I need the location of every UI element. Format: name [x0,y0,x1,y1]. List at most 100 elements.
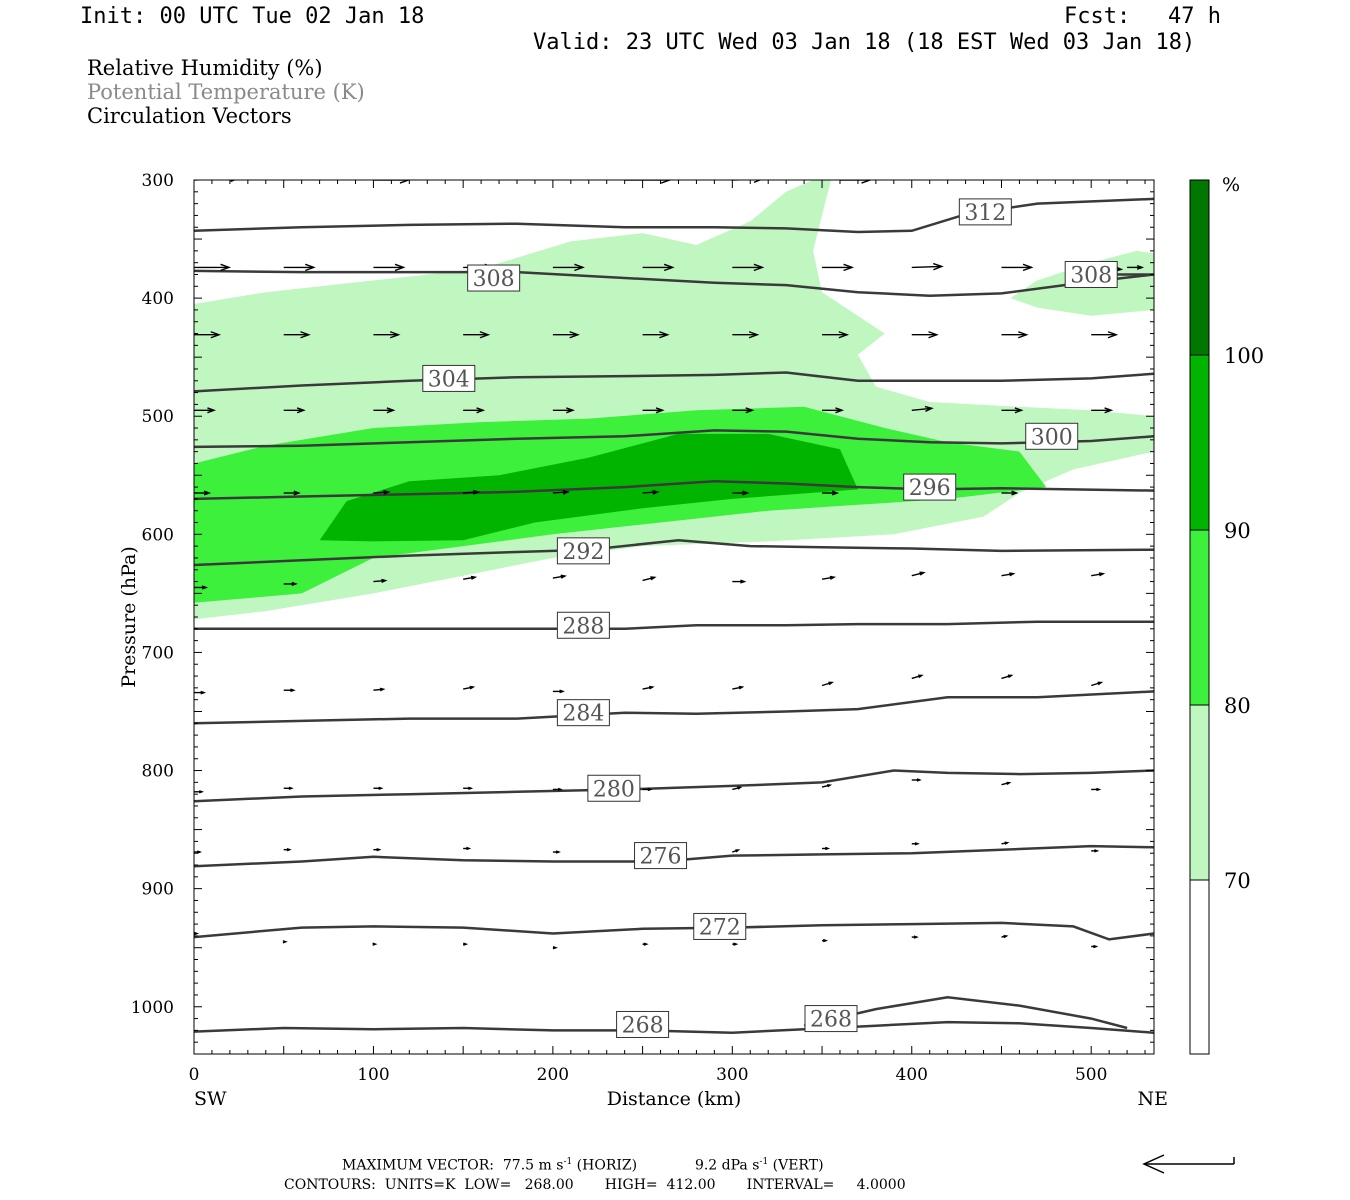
circulation-vector [732,786,743,791]
y-axis-title: Pressure (hPa) [118,546,140,688]
y-tick-label: 1000 [131,998,174,1018]
legend-circulation-vectors: Circulation Vectors [87,104,292,128]
circulation-vector [732,579,747,584]
circulation-vector [839,180,873,184]
circulation-vector [373,847,382,852]
circulation-vector [1001,934,1009,939]
circulation-vector [283,847,292,852]
max-vector-label: MAXIMUM VECTOR: [342,1157,494,1174]
circulation-vector [1001,331,1029,339]
circulation-vector [194,407,217,414]
circulation-vector [821,784,833,788]
theta-contour-272 [194,921,1154,941]
svg-text:292: 292 [562,540,604,565]
theta-label-268: 268 [616,1010,670,1038]
colorbar-band-below-70 [1189,879,1210,1055]
circulation-vector [373,489,391,495]
theta-label-layer: 268 268 272 276 280 284 288 292 296 300 304 308 308 3… [422,198,1118,1038]
init-time: Init: 00 UTC Tue 02 Jan 18 [80,4,425,29]
circulation-vector [1001,490,1019,496]
circulation-vector [463,407,486,414]
contours-info-line: CONTOURS: UNITS=K LOW= 268.00 HIGH= 412.… [284,1177,906,1193]
circulation-vector [463,575,478,580]
circulation-vector [911,778,922,782]
max-vector-horiz-exp: -1 [563,1157,573,1167]
max-vector-vert-exp: -1 [759,1157,769,1167]
circulation-vector [1001,781,1012,786]
circulation-vector [552,689,565,694]
circulation-vector [373,687,386,692]
circulation-vector [1091,572,1106,577]
colorbar-band-70 [1189,704,1210,881]
x-right-label: NE [1138,1088,1169,1110]
svg-text:268: 268 [810,1008,852,1033]
circulation-vector [732,849,741,853]
svg-text:280: 280 [593,777,635,802]
circulation-vector [373,578,388,583]
circulation-vector [1091,407,1114,414]
theta-contour-268 [803,996,1128,1030]
circulation-vector [1001,841,1010,845]
valid-time: Valid: 23 UTC Wed 03 Jan 18 (18 EST Wed … [533,30,1196,55]
circulation-vector [732,331,760,339]
theta-label-268: 268 [804,1005,858,1033]
theta-contour-276 [194,844,1154,868]
circulation-vector [732,942,739,946]
y-tick-label: 600 [142,525,174,545]
max-vector-vert: 9.2 dPa s [694,1157,760,1174]
circulation-vector [1001,674,1014,680]
colorbar-label: 70 [1224,869,1251,893]
circulation-vector [911,331,939,339]
colorbar-label: 100 [1224,344,1264,368]
circulation-vector [283,331,311,339]
circulation-vector [642,489,660,495]
y-tick-label: 300 [142,171,174,191]
forecast-hour-label: Fcst: [1064,4,1131,29]
circulation-vector [552,331,580,339]
theta-label-292: 292 [556,537,610,565]
circulation-vector [911,674,924,680]
circulation-vector [822,490,840,496]
theta-contour-268 [194,1020,1154,1034]
circulation-vector [283,407,306,414]
circulation-vector [373,786,384,790]
circulation-vector [642,787,653,792]
svg-text:296: 296 [909,476,951,501]
max-vector-vert-tag: (VERT) [772,1157,824,1174]
y-tick-label: 800 [142,762,174,782]
circulation-vector [283,581,298,587]
circulation-vector [194,585,209,590]
circulation-vector [822,407,845,414]
circulation-vector [463,846,472,851]
y-tick-label: 900 [142,880,174,900]
circulation-vector [911,405,934,412]
x-tick-label: 100 [357,1065,389,1085]
circulation-vector [283,490,301,496]
circulation-vector [642,685,655,690]
y-tick-label: 400 [142,289,174,309]
x-tick-label: 500 [1075,1065,1107,1085]
circulation-vector [194,690,207,695]
max-vector-horiz: 77.5 m s [502,1157,564,1174]
circulation-vector [552,850,561,854]
theta-contour-284 [194,690,1154,725]
theta-label-272: 272 [693,912,747,940]
colorbar: 70 80 90 100% [1189,174,1264,1055]
svg-text:308: 308 [473,267,515,292]
x-tick-label: 300 [716,1065,748,1085]
theta-label-276: 276 [634,842,688,870]
svg-text:268: 268 [622,1013,664,1038]
circulation-vector [552,787,563,792]
circulation-vector [1091,787,1102,792]
y-tick-label: 700 [142,643,174,663]
axes-layer: 0 100 200 300 400 500 300 400 500 600 700 800 900 100… [118,171,1168,1110]
svg-text:288: 288 [562,614,604,639]
circulation-vector [463,489,481,495]
circulation-vector [194,331,222,339]
circulation-vector [373,263,406,272]
circulation-vector [194,850,203,854]
theta-contour-288 [194,620,1154,631]
circulation-vector [463,685,476,690]
circulation-vector [732,263,765,272]
